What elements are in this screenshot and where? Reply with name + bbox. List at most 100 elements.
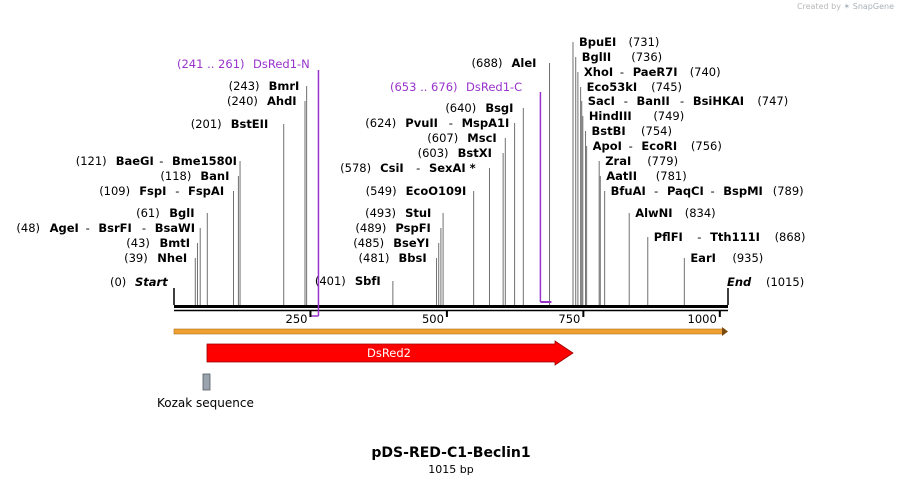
site-bbsi[interactable]: (481) BbsI [359, 251, 438, 305]
site-name[interactable]: BsgI [485, 101, 513, 115]
site-position[interactable]: (578) [340, 161, 371, 175]
site-name[interactable]: ZraI [605, 154, 631, 168]
site-position[interactable]: (624) [365, 116, 396, 130]
site-name[interactable]: NheI [157, 251, 187, 265]
site-name[interactable]: AlwNI [635, 206, 672, 220]
site-position[interactable]: (118) [160, 169, 191, 183]
site-position[interactable]: (756) [691, 139, 722, 153]
site-position[interactable]: (43) [126, 236, 150, 250]
site-position[interactable]: (749) [653, 109, 684, 123]
site-name[interactable]: EcoO109I [406, 184, 467, 198]
site-position[interactable]: (754) [641, 124, 672, 138]
site-name[interactable]: AatII [606, 169, 637, 183]
site-position[interactable]: (401) [315, 274, 346, 288]
site-position[interactable]: (688) [472, 56, 503, 70]
kozak-sequence-box[interactable] [202, 373, 211, 391]
site-position[interactable]: (201) [191, 117, 222, 131]
site-bani[interactable]: (118) BanI [160, 169, 239, 305]
site-agei[interactable]: (48) AgeI - BsrFI - BsaWI [16, 221, 201, 305]
site-name[interactable]: AhdI [267, 94, 297, 108]
site-name[interactable]: FspAI [188, 184, 224, 198]
site-position[interactable]: (109) [99, 184, 130, 198]
site-name[interactable]: Eco53kI [587, 80, 638, 94]
site-position[interactable]: (240) [227, 94, 258, 108]
site-position[interactable]: (493) [365, 206, 396, 220]
site-name[interactable]: BseYI [393, 236, 429, 250]
site-eco53ki[interactable]: (745) Eco53kI [580, 80, 682, 305]
site-name[interactable]: BpuEI [579, 35, 616, 49]
site-position[interactable]: (243) [229, 79, 260, 93]
site-position[interactable]: (481) [359, 251, 390, 265]
site-name[interactable]: BspMI [723, 184, 763, 198]
site-hindiii[interactable]: (749) HindIII [582, 109, 684, 305]
site-position[interactable]: (935) [732, 251, 763, 265]
site-name[interactable]: PflFI [654, 230, 683, 244]
site-name[interactable]: BanI [200, 169, 229, 183]
site-name[interactable]: PaqCI [667, 184, 704, 198]
site-bglii[interactable]: (736) BglII [575, 50, 662, 305]
site-alei[interactable]: (688) AleI [472, 56, 551, 305]
site-xhoi[interactable]: (740)XhoI - PaeR7I [577, 65, 721, 305]
site-saci[interactable]: (747)SacI - BanII - BsiHKAI [581, 94, 789, 305]
site-apoi[interactable]: (756)ApoI - EcoRI [586, 139, 722, 305]
site-bgli[interactable]: (61) BglI [136, 206, 208, 305]
site-name[interactable]: BsiHKAI [693, 94, 744, 108]
site-name[interactable]: EcoRI [641, 139, 677, 153]
site-name[interactable]: AleI [512, 56, 537, 70]
site-name[interactable]: BsaWI [155, 221, 195, 235]
site-baegi[interactable]: (121) BaeGI - Bme1580I [76, 154, 241, 305]
site-position[interactable]: (747) [757, 94, 788, 108]
site-position[interactable]: (740) [690, 65, 721, 79]
site-name[interactable]: BaeGI [116, 154, 154, 168]
kozak-label[interactable]: Kozak sequence [157, 396, 254, 410]
site-name[interactable]: XhoI [584, 65, 613, 79]
site-name[interactable]: EarI [690, 251, 716, 265]
site-eari[interactable]: (935) EarI [683, 251, 763, 305]
site-position[interactable]: (61) [136, 206, 160, 220]
site-name[interactable]: ApoI [593, 139, 622, 153]
site-nhei[interactable]: (39) NheI [124, 251, 196, 305]
site-pvuii[interactable]: (624) PvuII - MspA1I [365, 116, 516, 305]
site-name[interactable]: PaeR7I [633, 65, 678, 79]
site-bstbi[interactable]: (754) BstBI [585, 124, 672, 305]
site-name[interactable]: SacI [588, 94, 615, 108]
site-position[interactable]: (640) [445, 101, 476, 115]
site-name[interactable]: BbsI [399, 251, 427, 265]
orf-bar[interactable] [173, 328, 725, 335]
site-msci[interactable]: (607) MscI [427, 131, 506, 305]
site-name[interactable]: Bme1580I [172, 154, 237, 168]
site-position[interactable]: (489) [355, 221, 386, 235]
site-pspfi[interactable]: (489) PspFI [355, 221, 442, 305]
site-bstxi[interactable]: (603) BstXI [418, 146, 504, 305]
primer-dsred1-n[interactable]: (241 .. 261) DsRed1-N [177, 57, 320, 317]
primer-dsred1-c[interactable]: (653 .. 676) DsRed1-C [390, 80, 552, 303]
site-position[interactable]: (39) [124, 251, 148, 265]
site-position[interactable]: (549) [366, 184, 397, 198]
site-name[interactable]: SexAI * [429, 161, 476, 175]
site-name[interactable]: PspFI [395, 221, 430, 235]
site-name[interactable]: SbfI [355, 274, 381, 288]
site-position[interactable]: (603) [418, 146, 449, 160]
site-fspi[interactable]: (109) FspI - FspAI [99, 184, 234, 305]
site-name[interactable]: HindIII [589, 109, 632, 123]
site-name[interactable]: BglI [169, 206, 194, 220]
site-position[interactable]: (868) [775, 230, 806, 244]
site-name[interactable]: BstXI [458, 146, 492, 160]
site-name[interactable]: BglII [582, 50, 612, 64]
site-name[interactable]: BmtI [159, 236, 190, 250]
site-position[interactable]: (731) [628, 35, 659, 49]
site-name[interactable]: BsrFI [98, 221, 131, 235]
site-name[interactable]: BfuAI [611, 184, 646, 198]
site-aatii[interactable]: (781) AatII [599, 169, 687, 305]
site-alwni[interactable]: (834) AlwNI [628, 206, 716, 305]
site-name[interactable]: FspI [139, 184, 166, 198]
site-name[interactable]: BstBI [592, 124, 626, 138]
site-name[interactable]: MspA1I [462, 116, 510, 130]
site-position[interactable]: (736) [631, 50, 662, 64]
site-csii[interactable]: (578) CsiI - SexAI * [340, 161, 490, 305]
site-name[interactable]: BmrI [269, 79, 300, 93]
site-stui[interactable]: (493) StuI [365, 206, 444, 305]
site-name[interactable]: PvuII [405, 116, 438, 130]
site-zrai[interactable]: (779) ZraI [598, 154, 678, 305]
site-position[interactable]: (121) [76, 154, 107, 168]
